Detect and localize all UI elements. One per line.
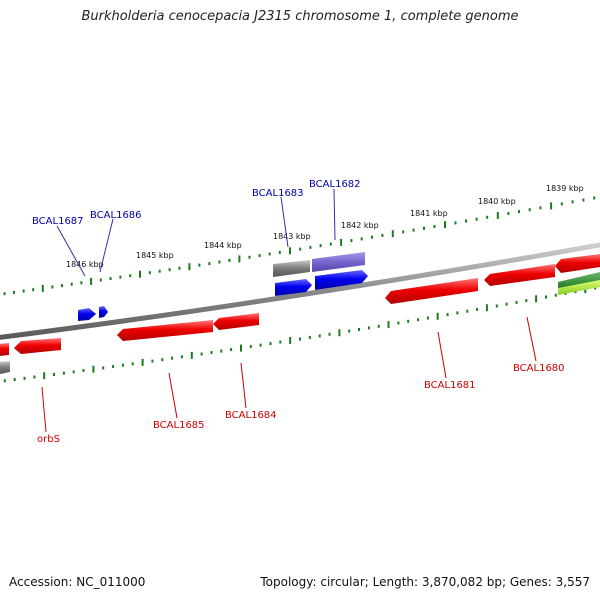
scale-label-1840: 1840 kbp	[478, 197, 516, 206]
map-title: Burkholderia cenocepacia J2315 chromosom…	[81, 9, 519, 24]
chromosome-backbone	[0, 242, 600, 340]
gene-label-bcal1681: BCAL1681	[424, 380, 476, 391]
scale-label-1842: 1842 kbp	[341, 221, 379, 230]
gene-gray-upper[interactable]	[273, 260, 310, 277]
gene-gray-lower-left[interactable]	[0, 361, 10, 374]
scale-label-1839: 1839 kbp	[546, 184, 584, 193]
gene-bcal1681[interactable]	[385, 278, 478, 304]
gene-label-bcal1685: BCAL1685	[153, 420, 205, 431]
gene-label-bcal1682: BCAL1682	[309, 179, 361, 190]
accession-text: Accession: NC_011000	[9, 575, 146, 589]
upper-scale-ticks	[3, 196, 596, 296]
gene-red-far-left[interactable]	[0, 343, 9, 356]
gene-label-bcal1680: BCAL1680	[513, 363, 565, 374]
gene-bcal1680[interactable]	[484, 264, 555, 286]
gene-bcal1686[interactable]	[99, 306, 108, 318]
gene-label-bcal1687: BCAL1687	[32, 216, 84, 227]
forward-leader-lines	[56, 188, 336, 277]
gene-red-left[interactable]	[14, 338, 61, 354]
lower-scale-ticks	[3, 286, 597, 383]
scale-label-1844: 1844 kbp	[204, 241, 242, 250]
gene-bcal1687[interactable]	[78, 308, 96, 321]
gene-bcal1683[interactable]	[275, 279, 312, 296]
gene-bcal1685[interactable]	[117, 320, 213, 341]
gene-label-bcal1683: BCAL1683	[252, 188, 304, 199]
gene-label-orbs: orbS	[37, 434, 60, 445]
gene-label-bcal1684: BCAL1684	[225, 410, 277, 421]
gene-bcal1682[interactable]	[312, 252, 365, 272]
gene-lime-right[interactable]	[558, 280, 600, 295]
scale-label-1841: 1841 kbp	[410, 209, 448, 218]
gene-blue-long[interactable]	[315, 270, 368, 290]
scale-label-1845: 1845 kbp	[136, 251, 174, 260]
scale-label-1843: 1843 kbp	[273, 232, 311, 241]
gene-red-right[interactable]	[555, 254, 600, 273]
gene-label-bcal1686: BCAL1686	[90, 210, 142, 221]
scale-label-1846: 1846 kbp	[66, 260, 104, 269]
topology-text: Topology: circular; Length: 3,870,082 bp…	[260, 575, 590, 589]
gene-bcal1684[interactable]	[213, 313, 259, 330]
reverse-leader-lines	[41, 316, 537, 433]
